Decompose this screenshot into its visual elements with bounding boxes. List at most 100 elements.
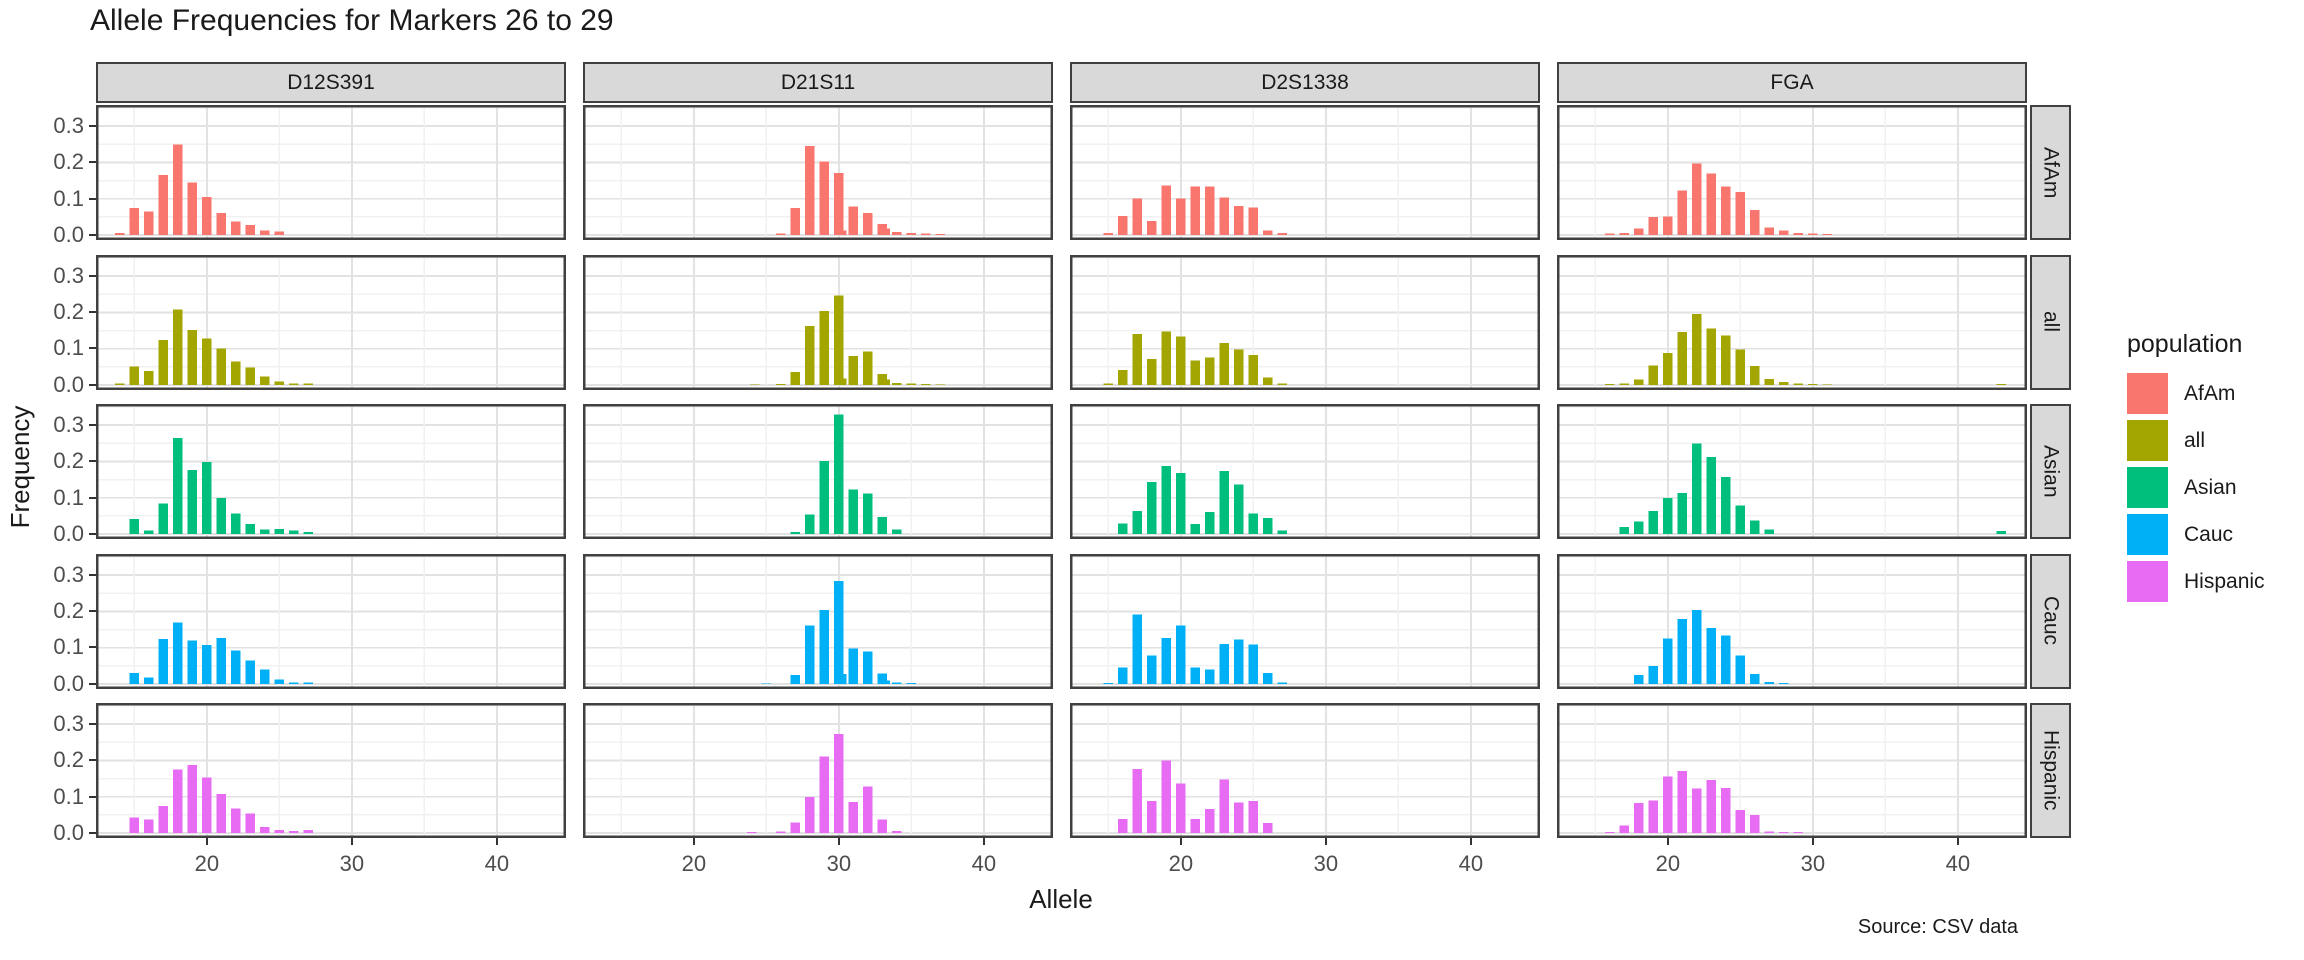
bar bbox=[790, 822, 801, 833]
bar bbox=[1648, 217, 1659, 235]
panel-border bbox=[583, 404, 1053, 539]
bar bbox=[863, 493, 873, 534]
bar bbox=[1692, 609, 1702, 684]
facet-panel-D12S391-all bbox=[96, 254, 566, 390]
bar bbox=[880, 679, 891, 684]
facet-panel-D21S11-AfAm bbox=[583, 105, 1053, 240]
bar bbox=[1277, 383, 1288, 385]
bar bbox=[1619, 825, 1630, 833]
bar bbox=[1263, 672, 1273, 684]
bar bbox=[1822, 383, 1833, 385]
legend-swatch bbox=[2127, 467, 2168, 508]
bar bbox=[1706, 627, 1717, 684]
bar bbox=[1735, 348, 1746, 385]
bar bbox=[892, 831, 902, 833]
y-tick-mark bbox=[89, 533, 96, 535]
bar bbox=[1118, 216, 1128, 235]
bar bbox=[231, 650, 241, 684]
y-tick-mark bbox=[89, 682, 96, 685]
bar bbox=[1677, 492, 1688, 534]
bar bbox=[1677, 190, 1688, 235]
bar bbox=[260, 529, 270, 534]
bar bbox=[1619, 527, 1630, 534]
bar bbox=[790, 207, 801, 235]
bar bbox=[1779, 230, 1789, 235]
bar bbox=[1118, 819, 1128, 833]
bar bbox=[158, 339, 169, 385]
bar bbox=[1648, 511, 1659, 534]
bar bbox=[1648, 800, 1659, 833]
y-tick-mark bbox=[89, 646, 96, 649]
bar bbox=[1248, 513, 1259, 534]
bar bbox=[1234, 348, 1244, 385]
bar bbox=[173, 309, 183, 385]
bar bbox=[1706, 173, 1717, 235]
bar bbox=[231, 360, 241, 385]
bar bbox=[906, 383, 917, 385]
y-tick-mark bbox=[89, 609, 96, 612]
bar bbox=[1176, 336, 1186, 385]
panel-plot-area bbox=[1557, 254, 2027, 390]
panel-border bbox=[1070, 703, 1540, 838]
bar bbox=[837, 673, 847, 684]
bar bbox=[1219, 779, 1230, 833]
bar bbox=[819, 609, 830, 684]
panel-border bbox=[96, 105, 566, 240]
bar bbox=[1118, 523, 1128, 534]
x-tick-label: 20 bbox=[1168, 851, 1194, 876]
facet-column-strip: FGA bbox=[1557, 62, 2027, 103]
x-tick-label: 40 bbox=[484, 851, 510, 876]
bar bbox=[1634, 228, 1644, 235]
bar bbox=[1634, 674, 1644, 684]
facet-panel-D2S1338-AfAm bbox=[1070, 105, 1540, 240]
bar bbox=[848, 801, 859, 833]
bar bbox=[1619, 233, 1630, 235]
bar bbox=[1692, 788, 1702, 833]
bar bbox=[1996, 383, 2007, 385]
panel-border bbox=[1557, 404, 2027, 539]
bar bbox=[1779, 381, 1789, 385]
bar bbox=[1663, 638, 1673, 684]
bar bbox=[877, 672, 888, 684]
facet-row-label: AfAm bbox=[2039, 146, 2063, 199]
y-tick-mark bbox=[89, 274, 96, 277]
facet-panel-FGA-AfAm bbox=[1557, 105, 2027, 240]
x-tick-mark bbox=[1469, 838, 1472, 845]
bar bbox=[1190, 524, 1201, 534]
bar bbox=[1248, 207, 1259, 235]
x-tick-mark bbox=[1324, 838, 1327, 845]
legend-item: Hispanic bbox=[2127, 561, 2265, 602]
facet-panel-D12S391-Cauc bbox=[96, 553, 566, 689]
facet-panel-D2S1338-Cauc bbox=[1070, 553, 1540, 689]
bar bbox=[1248, 354, 1259, 385]
y-axis-title: Frequency bbox=[5, 405, 35, 529]
x-tick-label: 40 bbox=[1458, 851, 1484, 876]
panel-border bbox=[1070, 254, 1540, 390]
legend-swatch bbox=[2127, 373, 2168, 414]
bar bbox=[805, 514, 815, 534]
bar bbox=[1750, 209, 1760, 235]
bar bbox=[776, 383, 786, 385]
y-tick-label: 0.3 bbox=[53, 412, 84, 438]
bar bbox=[274, 528, 285, 534]
x-tick-label: 30 bbox=[826, 851, 852, 876]
bar bbox=[880, 228, 891, 235]
facet-panel-D21S11-all bbox=[583, 254, 1053, 390]
bar bbox=[834, 580, 844, 684]
panel-plot-area bbox=[96, 703, 566, 838]
bar bbox=[1176, 473, 1186, 534]
bar bbox=[1147, 654, 1157, 684]
x-tick-mark bbox=[1666, 838, 1669, 845]
panel-plot-area bbox=[1557, 404, 2027, 539]
bar bbox=[1605, 383, 1615, 385]
bar bbox=[187, 639, 198, 684]
bar bbox=[1248, 801, 1259, 833]
legend-label: Asian bbox=[2184, 475, 2237, 499]
x-tick-mark bbox=[1956, 838, 1959, 845]
bar bbox=[1793, 831, 1804, 833]
y-tick-mark bbox=[89, 347, 96, 350]
bar bbox=[1132, 198, 1143, 235]
bar bbox=[1234, 205, 1244, 235]
facet-panel-D21S11-Asian bbox=[583, 404, 1053, 539]
bar bbox=[1605, 233, 1615, 235]
